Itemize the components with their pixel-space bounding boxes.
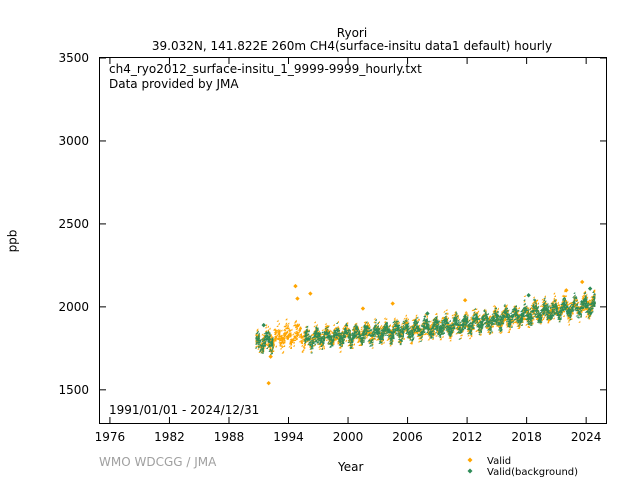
data-point	[308, 291, 313, 296]
file-annotation: ch4_ryo2012_surface-insitu_1_9999-9999_h…	[109, 62, 422, 76]
data-point	[425, 311, 430, 316]
data-point	[462, 298, 468, 303]
data-point	[579, 279, 585, 285]
data-point	[266, 380, 271, 386]
data-point	[526, 293, 531, 298]
x-tick-label: 2000	[333, 430, 364, 444]
point-cloud	[254, 330, 274, 355]
provider-annotation: Data provided by JMA	[109, 77, 239, 91]
legend-marker	[467, 468, 473, 474]
x-tick-label: 2006	[392, 430, 423, 444]
point-cloud	[303, 290, 596, 354]
legend-label: Valid(background)	[487, 467, 578, 478]
data-point	[295, 296, 300, 301]
x-tick-label: 1976	[95, 430, 126, 444]
legend-marker	[467, 457, 473, 463]
x-tick-label: 1994	[273, 430, 304, 444]
data-point	[261, 322, 266, 328]
data-points	[254, 279, 596, 386]
x-tick-label: 2024	[571, 430, 602, 444]
y-tick-label: 1500	[58, 383, 89, 397]
y-tick-label: 3500	[58, 51, 89, 65]
x-tick-label: 1982	[154, 430, 185, 444]
watermark: WMO WDCGG / JMA	[99, 455, 217, 469]
x-tick-label: 1988	[214, 430, 245, 444]
x-tick-label: 2018	[511, 430, 542, 444]
x-tick-label: 2012	[452, 430, 483, 444]
y-tick-label: 2000	[58, 300, 89, 314]
y-tick-label: 3000	[58, 134, 89, 148]
data-point	[268, 354, 273, 359]
plot-frame	[99, 57, 607, 424]
point-cloud	[254, 318, 304, 357]
series-valid-background	[254, 286, 596, 355]
data-point	[564, 288, 569, 293]
data-point	[293, 283, 298, 289]
axis-ticks: 1976 1982 1988 1994 2000 2006 2012 2018 2024 1500…	[58, 51, 606, 444]
chart-subtitle: 39.032N, 141.822E 260m CH4(surface-insit…	[151, 39, 553, 53]
data-point	[587, 286, 593, 291]
y-tick-label: 2500	[58, 217, 89, 231]
legend-label: Valid	[487, 456, 511, 467]
y-axis-label: ppb	[5, 229, 20, 253]
data-point	[390, 301, 395, 306]
series-valid	[254, 279, 596, 386]
chart-title: Ryori	[336, 26, 368, 40]
point-cloud	[301, 289, 596, 353]
x-axis-label: Year	[338, 460, 364, 474]
data-point	[360, 306, 366, 311]
date-range-annotation: 1991/01/01 - 2024/12/31	[109, 403, 260, 417]
